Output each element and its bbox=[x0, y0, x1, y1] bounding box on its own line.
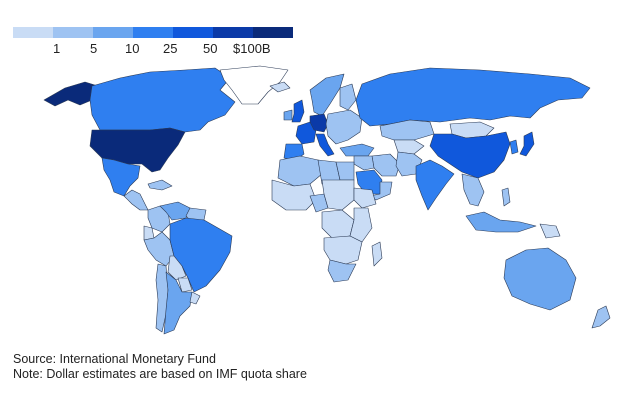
region-philippines bbox=[501, 187, 511, 207]
region-argentina bbox=[163, 271, 193, 335]
legend-color-bar bbox=[13, 27, 293, 38]
region-uk bbox=[291, 99, 305, 123]
region-germany bbox=[309, 113, 329, 133]
map-canvas bbox=[43, 65, 611, 335]
region-arabian-peninsula bbox=[369, 181, 393, 201]
region-italy bbox=[315, 133, 335, 157]
legend-tick-label: $100B bbox=[233, 41, 271, 56]
region-caribbean bbox=[147, 179, 173, 191]
legend-swatch bbox=[173, 27, 213, 38]
region-finland bbox=[339, 83, 357, 111]
region-india bbox=[415, 159, 455, 211]
source-note: Source: International Monetary Fund bbox=[13, 352, 216, 366]
legend-tick-label: 10 bbox=[125, 41, 140, 56]
region-russia bbox=[355, 67, 591, 127]
color-scale-legend: 1 5 10 25 50 $100B bbox=[13, 27, 293, 57]
region-china bbox=[429, 131, 511, 179]
region-scandinavia bbox=[309, 73, 345, 117]
region-central-africa bbox=[321, 179, 355, 211]
region-central-asia bbox=[393, 139, 425, 155]
region-eastern-europe bbox=[325, 109, 363, 145]
region-bolivia bbox=[167, 255, 187, 281]
region-canada bbox=[89, 67, 236, 133]
region-southern-africa bbox=[323, 235, 363, 265]
legend-tick-label: 50 bbox=[203, 41, 218, 56]
legend-swatch bbox=[253, 27, 293, 38]
region-south-africa bbox=[327, 259, 357, 283]
region-west-africa bbox=[271, 179, 317, 211]
region-mexico bbox=[101, 157, 141, 197]
legend-tick-label: 25 bbox=[163, 41, 178, 56]
world-choropleth-map bbox=[10, 60, 632, 345]
region-uruguay bbox=[189, 291, 201, 305]
region-ireland bbox=[283, 109, 293, 121]
region-greenland bbox=[219, 65, 289, 105]
methodology-note: Note: Dollar estimates are based on IMF … bbox=[13, 367, 307, 381]
region-paraguay bbox=[177, 277, 193, 293]
region-ethiopia bbox=[353, 187, 377, 209]
legend-tick-label: 5 bbox=[90, 41, 98, 56]
legend-swatch bbox=[93, 27, 133, 38]
region-iraq-syria bbox=[353, 155, 375, 171]
region-southeast-asia bbox=[461, 173, 485, 207]
legend-tick-labels: 1 5 10 25 50 $100B bbox=[13, 41, 293, 57]
region-australia bbox=[503, 247, 577, 311]
region-turkey bbox=[339, 143, 375, 157]
region-japan bbox=[519, 131, 535, 157]
region-papua-new-guinea bbox=[539, 223, 561, 239]
region-new-zealand bbox=[591, 305, 611, 329]
region-dr-congo bbox=[321, 209, 355, 239]
region-madagascar bbox=[371, 241, 383, 267]
region-central-america bbox=[123, 189, 149, 211]
legend-swatch bbox=[13, 27, 53, 38]
legend-swatch bbox=[133, 27, 173, 38]
region-alaska bbox=[43, 81, 99, 107]
legend-tick-label: 1 bbox=[53, 41, 61, 56]
legend-swatch bbox=[213, 27, 253, 38]
region-north-africa bbox=[277, 155, 323, 187]
region-indonesia bbox=[465, 211, 537, 233]
region-iceland bbox=[269, 81, 291, 93]
region-east-africa bbox=[349, 207, 373, 243]
region-kazakhstan bbox=[379, 119, 435, 141]
legend-swatch bbox=[53, 27, 93, 38]
region-korea bbox=[509, 139, 519, 155]
chart-notes: Source: International Monetary Fund Note… bbox=[13, 352, 307, 382]
